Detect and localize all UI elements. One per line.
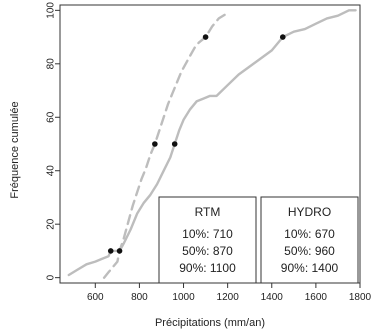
legend-box-rtm: RTM 10%: 710 50%: 870 90%: 1100 <box>158 196 257 284</box>
x-tick-label: 600 <box>87 292 104 303</box>
y-tick-label: 80 <box>46 58 57 70</box>
quantile-marker <box>202 34 209 40</box>
quantile-marker <box>279 34 286 40</box>
quantile-marker <box>152 141 158 147</box>
quantile-marker <box>171 141 178 147</box>
legend-layer: RTM 10%: 710 50%: 870 90%: 1100 HYDRO 10%: 67… <box>158 196 359 284</box>
x-tick-label: 800 <box>131 292 148 303</box>
quantile-marker <box>107 248 114 254</box>
x-tick-label: 1000 <box>172 292 195 303</box>
x-tick-label: 1200 <box>217 292 240 303</box>
quantile-marker <box>116 248 123 254</box>
y-tick-label: 0 <box>46 274 57 280</box>
y-tick-label: 20 <box>46 218 57 230</box>
legend-title: RTM <box>195 205 221 219</box>
legend-entry: 90%: 1400 <box>281 261 339 275</box>
x-tick-label: 1400 <box>261 292 284 303</box>
legend-entry: 50%: 870 <box>182 244 233 258</box>
legend-entry: 10%: 710 <box>182 227 233 241</box>
y-tick-label: 60 <box>46 111 57 123</box>
x-axis-title: Précipitations (mm/an) <box>155 317 265 329</box>
legend-entry: 10%: 670 <box>284 227 335 241</box>
legend-title: HYDRO <box>288 205 331 219</box>
y-tick-label: 100 <box>46 2 57 19</box>
legend-entry: 90%: 1100 <box>179 261 236 275</box>
legend-box-hydro: HYDRO 10%: 670 50%: 960 90%: 1400 <box>260 196 359 284</box>
y-tick-label: 40 <box>46 165 57 177</box>
y-axis: 0 20 40 60 80 100 <box>46 2 60 280</box>
x-tick-label: 1600 <box>305 292 328 303</box>
legend-entry: 50%: 960 <box>284 244 335 258</box>
x-axis: 600 800 1000 1200 1400 1600 1800 <box>87 283 372 303</box>
x-tick-label: 1800 <box>349 292 372 303</box>
y-axis-title: Fréquence cumulée <box>9 101 21 198</box>
marker-layer <box>107 34 286 254</box>
